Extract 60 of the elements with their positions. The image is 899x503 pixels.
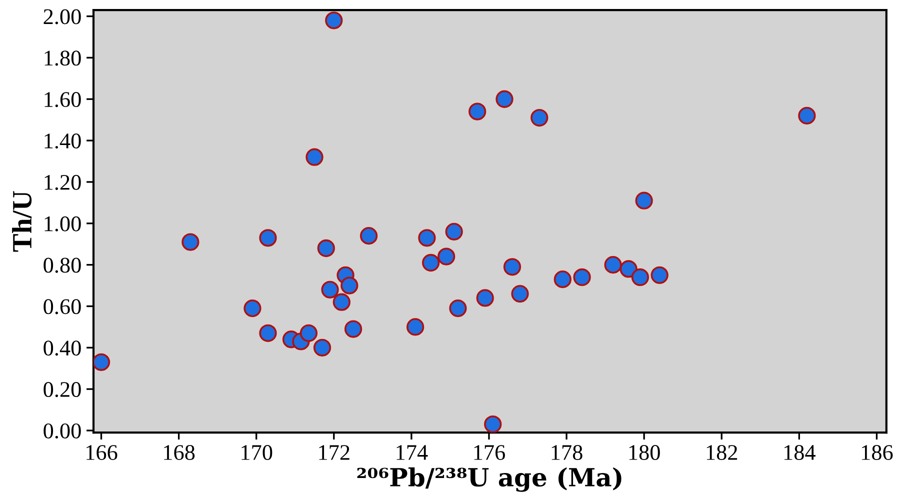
y-tick-label: 1.20 xyxy=(44,174,81,190)
point xyxy=(449,299,467,318)
x-tick-label: 174 xyxy=(396,445,428,460)
point xyxy=(650,266,668,284)
point xyxy=(438,248,456,266)
point xyxy=(530,108,548,127)
point xyxy=(418,229,436,247)
y-axis-title: Th/U xyxy=(12,191,32,252)
point xyxy=(496,90,514,108)
point xyxy=(573,268,591,286)
y-tick-label: 1.80 xyxy=(44,50,81,66)
point xyxy=(306,148,324,166)
point xyxy=(476,289,494,307)
point xyxy=(259,324,277,342)
x-tick-label: 178 xyxy=(552,445,582,460)
point xyxy=(484,415,502,433)
y-tick-label: 0.00 xyxy=(44,423,81,439)
point xyxy=(332,293,350,311)
y-tick-label: 0.40 xyxy=(44,340,81,356)
x-tick-label: 182 xyxy=(706,445,738,460)
point xyxy=(244,299,262,318)
x-tick-label: 180 xyxy=(629,445,660,460)
y-tick-label: 1.60 xyxy=(44,92,81,108)
x-tick-label: 172 xyxy=(319,445,350,460)
point xyxy=(620,260,638,278)
point xyxy=(631,268,650,286)
point xyxy=(259,229,277,247)
point xyxy=(182,233,200,251)
x-axis-title: ²⁰⁶Pb/²³⁸U age (Ma) xyxy=(357,467,622,492)
y-tick-label: 0.80 xyxy=(44,258,81,273)
y-tick-label: 0.60 xyxy=(44,299,81,314)
point xyxy=(468,102,486,120)
x-tick-label: 166 xyxy=(86,445,118,460)
point xyxy=(798,106,816,125)
y-tick-label: 0.20 xyxy=(44,382,81,398)
y-tick-label: 1.40 xyxy=(44,133,81,149)
point xyxy=(511,284,529,303)
x-tick-label: 170 xyxy=(242,445,272,460)
x-tick-label: 168 xyxy=(164,445,195,460)
x-tick-label: 186 xyxy=(862,445,893,460)
point xyxy=(300,324,318,342)
point xyxy=(313,338,332,356)
x-tick-label: 184 xyxy=(784,445,816,460)
point xyxy=(635,192,653,210)
y-tick-label: 1.00 xyxy=(44,216,81,232)
point xyxy=(317,239,335,258)
point xyxy=(93,353,110,371)
point xyxy=(422,254,440,272)
point xyxy=(604,256,622,274)
point xyxy=(340,276,358,294)
point xyxy=(360,226,378,245)
point xyxy=(344,320,362,338)
point xyxy=(554,270,572,288)
point xyxy=(406,318,424,336)
point xyxy=(503,258,522,276)
point xyxy=(325,12,343,30)
point xyxy=(445,222,463,240)
y-tick-label: 2.00 xyxy=(44,9,81,24)
point xyxy=(321,280,339,298)
x-tick-label: 176 xyxy=(474,445,505,460)
